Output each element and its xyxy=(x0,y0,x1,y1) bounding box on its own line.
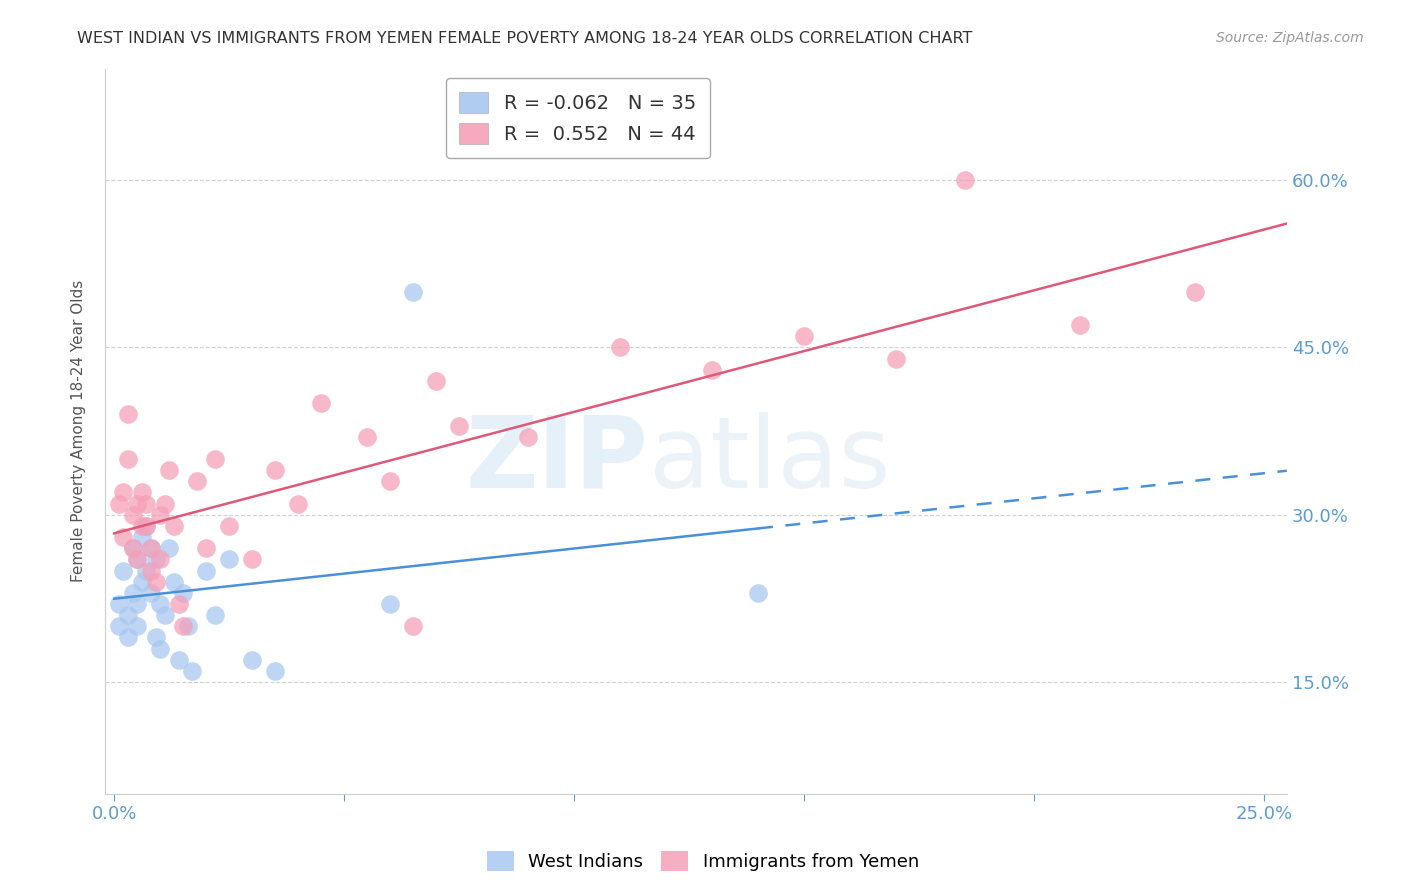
Point xyxy=(195,541,218,556)
Point xyxy=(517,430,540,444)
Point xyxy=(172,586,194,600)
Point xyxy=(157,541,180,556)
Point xyxy=(378,475,401,489)
Point xyxy=(149,597,172,611)
Point xyxy=(145,574,167,589)
Point xyxy=(149,508,172,522)
Point xyxy=(135,497,157,511)
Point xyxy=(356,430,378,444)
Point xyxy=(240,653,263,667)
Point xyxy=(204,608,226,623)
Point xyxy=(157,463,180,477)
Point xyxy=(953,173,976,187)
Point xyxy=(793,329,815,343)
Point xyxy=(139,541,162,556)
Point xyxy=(127,552,149,566)
Point xyxy=(121,508,143,522)
Point xyxy=(218,519,240,533)
Point xyxy=(1184,285,1206,299)
Point xyxy=(127,552,149,566)
Point xyxy=(153,497,176,511)
Point xyxy=(121,541,143,556)
Point xyxy=(240,552,263,566)
Point xyxy=(378,597,401,611)
Point xyxy=(117,408,139,422)
Point xyxy=(1069,318,1091,332)
Point xyxy=(135,519,157,533)
Point xyxy=(107,619,129,633)
Point xyxy=(287,497,309,511)
Point xyxy=(139,586,162,600)
Point xyxy=(131,574,153,589)
Point xyxy=(264,664,287,678)
Point xyxy=(218,552,240,566)
Point xyxy=(107,597,129,611)
Text: atlas: atlas xyxy=(648,411,890,508)
Point xyxy=(112,564,135,578)
Point xyxy=(884,351,907,366)
Point xyxy=(139,541,162,556)
Point xyxy=(264,463,287,477)
Point xyxy=(195,564,218,578)
Text: Source: ZipAtlas.com: Source: ZipAtlas.com xyxy=(1216,31,1364,45)
Point xyxy=(135,519,157,533)
Point xyxy=(149,641,172,656)
Text: ZIP: ZIP xyxy=(465,411,648,508)
Point xyxy=(181,664,204,678)
Point xyxy=(145,631,167,645)
Point xyxy=(204,452,226,467)
Point xyxy=(145,552,167,566)
Text: WEST INDIAN VS IMMIGRANTS FROM YEMEN FEMALE POVERTY AMONG 18-24 YEAR OLDS CORREL: WEST INDIAN VS IMMIGRANTS FROM YEMEN FEM… xyxy=(77,31,973,46)
Point xyxy=(449,418,471,433)
Point xyxy=(117,631,139,645)
Legend: R = -0.062   N = 35, R =  0.552   N = 44: R = -0.062 N = 35, R = 0.552 N = 44 xyxy=(446,78,710,158)
Point xyxy=(127,497,149,511)
Point xyxy=(117,452,139,467)
Point xyxy=(139,564,162,578)
Point xyxy=(131,530,153,544)
Point xyxy=(186,475,208,489)
Point xyxy=(402,619,425,633)
Point xyxy=(163,574,186,589)
Point xyxy=(167,597,190,611)
Point xyxy=(127,619,149,633)
Point xyxy=(121,541,143,556)
Point xyxy=(402,285,425,299)
Point xyxy=(609,340,631,354)
Point xyxy=(153,608,176,623)
Point xyxy=(163,519,186,533)
Point xyxy=(700,363,723,377)
Point xyxy=(127,597,149,611)
Point xyxy=(309,396,332,410)
Point xyxy=(747,586,769,600)
Point xyxy=(112,485,135,500)
Point xyxy=(177,619,200,633)
Point xyxy=(112,530,135,544)
Point xyxy=(167,653,190,667)
Point xyxy=(131,485,153,500)
Point xyxy=(172,619,194,633)
Point xyxy=(117,608,139,623)
Point xyxy=(149,552,172,566)
Point xyxy=(131,519,153,533)
Legend: West Indians, Immigrants from Yemen: West Indians, Immigrants from Yemen xyxy=(479,844,927,879)
Y-axis label: Female Poverty Among 18-24 Year Olds: Female Poverty Among 18-24 Year Olds xyxy=(72,280,86,582)
Point xyxy=(121,586,143,600)
Point xyxy=(425,374,447,388)
Point xyxy=(135,564,157,578)
Point xyxy=(107,497,129,511)
